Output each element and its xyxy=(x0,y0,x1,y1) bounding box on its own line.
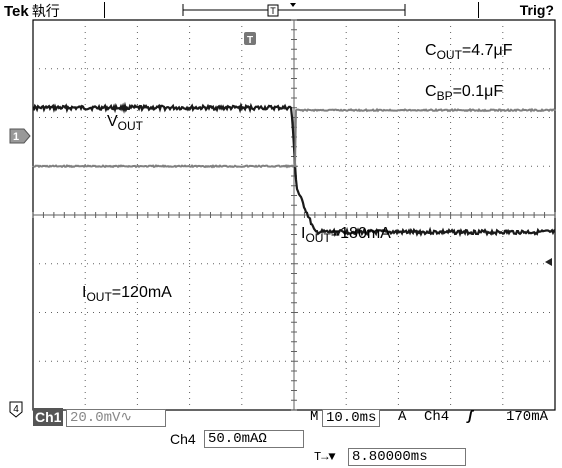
svg-text:4: 4 xyxy=(13,404,19,415)
trigger-position-readout[interactable]: 8.80000ms xyxy=(348,448,466,466)
svg-text:T: T xyxy=(247,35,253,46)
trig-divider xyxy=(478,2,479,18)
iout-high-label: IOUT=180mA xyxy=(301,225,391,245)
trigger-mode-prefix: A xyxy=(398,409,407,425)
graticule-grid xyxy=(32,19,556,411)
svg-text:T: T xyxy=(270,6,276,16)
vout-label: VOUT xyxy=(107,113,144,133)
record-bracket: T xyxy=(182,3,406,17)
brand-logo: Tek 執行 xyxy=(4,1,60,21)
ch4-ground-marker-icon: 4 xyxy=(8,400,23,418)
waveform-traces xyxy=(32,101,556,238)
status-bar: 4 Ch1 20.0mV∿ M 10.0ms A Ch4 ʃ 170mA Ch4… xyxy=(0,401,562,468)
ch1-ground-marker-icon: 1 xyxy=(9,128,31,144)
brand-subtitle: 執行 xyxy=(31,3,60,19)
ch4-label[interactable]: Ch4 xyxy=(170,431,196,447)
ch4-scale-readout[interactable]: 50.0mAΩ xyxy=(204,430,304,448)
svg-text:1: 1 xyxy=(13,131,19,143)
trigger-level-arrow-icon xyxy=(545,258,552,266)
cbp-annotation: CBP=0.1μF xyxy=(425,83,503,103)
trigger-level-readout[interactable]: 170mA xyxy=(506,409,549,425)
brand-name: Tek xyxy=(4,3,29,20)
cout-annotation: COUT=4.7μF xyxy=(425,42,513,62)
trigger-position-marker-icon: T xyxy=(244,32,256,46)
iout-low-label: IOUT=120mA xyxy=(82,284,172,304)
trace-ch1 xyxy=(32,101,556,238)
timebase-prefix: M xyxy=(310,409,319,425)
trace-ch4 xyxy=(32,107,556,169)
timebase-readout[interactable]: 10.0ms xyxy=(322,409,381,427)
ch1-label[interactable]: Ch1 xyxy=(33,408,64,426)
trigger-source[interactable]: Ch4 xyxy=(424,409,450,425)
trigger-status: Trig? xyxy=(519,2,554,18)
trigger-position-icon: T→▼ xyxy=(314,450,336,464)
trigger-slope-icon: ʃ xyxy=(466,409,475,425)
ch1-scale-readout[interactable]: 20.0mV∿ xyxy=(66,409,166,427)
header-divider xyxy=(104,2,105,18)
scope-header: Tek 執行 Trig? xyxy=(0,0,562,20)
